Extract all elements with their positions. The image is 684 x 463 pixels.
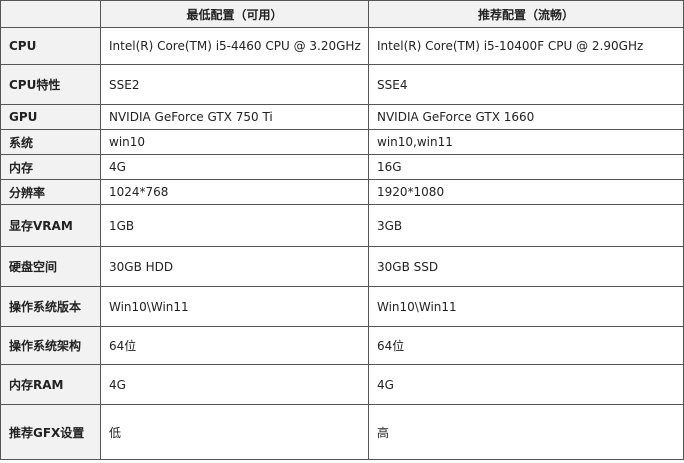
table-row: 推荐GFX设置低高	[0, 404, 684, 460]
table-row: CPU Intel(R) Core(TM) i5-4460 CPU @ 3.20G…	[0, 27, 684, 65]
table-row: 硬盘空间 30GB HDD 30GB SSD	[0, 246, 684, 287]
row-label: 系统	[0, 129, 101, 155]
spec-cell: 30GB SSD	[368, 246, 684, 287]
spec-cell: 1GB	[100, 204, 369, 247]
spec-cell: NVIDIA GeForce GTX 750 Ti	[100, 104, 369, 130]
spec-cell: 3GB	[368, 204, 684, 247]
spec-cell: 4G	[100, 154, 369, 180]
row-label: CPU	[0, 27, 101, 65]
row-label: 硬盘空间	[0, 246, 101, 287]
spec-cell: SSE2	[100, 64, 369, 105]
table-row: 操作系统架构 64位 64位	[0, 326, 684, 365]
spec-cell: 30GB HDD	[100, 246, 369, 287]
row-label: 操作系统架构	[0, 326, 101, 365]
spec-cell: 64位	[368, 326, 684, 365]
table-row: 内存RAM 4G 4G	[0, 364, 684, 405]
row-label: 推荐GFX设置	[0, 404, 101, 460]
spec-cell: Win10\Win11	[100, 286, 369, 327]
row-label: GPU	[0, 104, 101, 130]
header-cell: 推荐配置（流畅）	[368, 0, 684, 28]
spec-cell: 64位	[100, 326, 369, 365]
header-cell: 最低配置（可用）	[100, 0, 369, 28]
table-row: 系统 win10 win10,win11	[0, 129, 684, 155]
spec-cell: 高	[368, 404, 684, 460]
row-label: 内存RAM	[0, 364, 101, 405]
spec-cell: 1920*1080	[368, 179, 684, 205]
spec-cell: win10	[100, 129, 369, 155]
row-label: 内存	[0, 154, 101, 180]
table-row: CPU特性 SSE2 SSE4	[0, 64, 684, 105]
row-label: 操作系统版本	[0, 286, 101, 327]
table-row: 分辨率 1024*768 1920*1080	[0, 179, 684, 205]
row-label: CPU特性	[0, 64, 101, 105]
table-row: 内存 4G 16G	[0, 154, 684, 180]
table-row: 操作系统版本 Win10\Win11 Win10\Win11	[0, 286, 684, 327]
spec-cell: Intel(R) Core(TM) i5-4460 CPU @ 3.20GHz	[100, 27, 369, 65]
spec-cell: Intel(R) Core(TM) i5-10400F CPU @ 2.90GH…	[368, 27, 684, 65]
spec-cell: 1024*768	[100, 179, 369, 205]
spec-cell: SSE4	[368, 64, 684, 105]
row-label: 显存VRAM	[0, 204, 101, 247]
spec-cell: NVIDIA GeForce GTX 1660	[368, 104, 684, 130]
spec-cell: 4G	[368, 364, 684, 405]
spec-cell: 低	[100, 404, 369, 460]
spec-cell: 4G	[100, 364, 369, 405]
spec-cell: Win10\Win11	[368, 286, 684, 327]
table-row: 显存VRAM 1GB 3GB	[0, 204, 684, 247]
header-cell	[0, 0, 101, 28]
table-row: GPU NVIDIA GeForce GTX 750 Ti NVIDIA GeFor…	[0, 104, 684, 130]
table-body: CPU Intel(R) Core(TM) i5-4460 CPU @ 3.20G…	[0, 27, 684, 460]
header-row: 最低配置（可用） 推荐配置（流畅）	[0, 0, 684, 28]
row-label: 分辨率	[0, 179, 101, 205]
spec-cell: win10,win11	[368, 129, 684, 155]
spec-cell: 16G	[368, 154, 684, 180]
